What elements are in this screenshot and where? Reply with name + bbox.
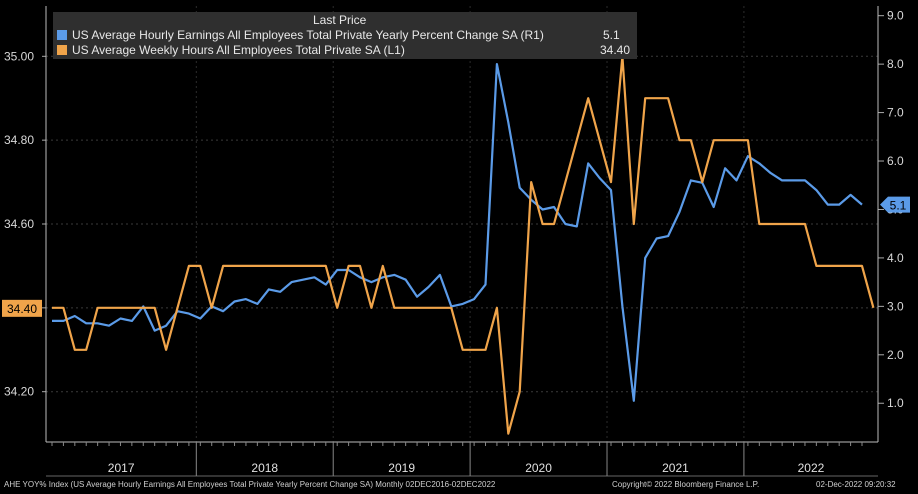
left-value-tag-text: 34.40	[7, 302, 37, 316]
x-year-label: 2021	[662, 461, 689, 475]
legend-label-weekly-hours: US Average Weekly Hours All Employees To…	[72, 43, 381, 57]
legend-value-hourly-earnings: 5.1	[603, 28, 620, 42]
axes: 34.2034.4034.6034.8035.001.02.03.04.05.0…	[4, 6, 904, 477]
right-tick-label: 6.0	[887, 154, 904, 168]
right-tick-label: 7.0	[887, 106, 904, 120]
legend-axis-r1: (R1)	[520, 28, 544, 42]
left-tick-label: 34.20	[4, 385, 34, 399]
footer-security-description: AHE YOY% Index (US Average Hourly Earnin…	[4, 480, 496, 489]
footer-copyright: Copyright© 2022 Bloomberg Finance L.P.	[612, 480, 760, 489]
series-line-hourly-earnings	[52, 62, 863, 402]
x-year-label: 2018	[251, 461, 278, 475]
legend-entry-weekly-hours: US Average Weekly Hours All Employees To…	[57, 43, 630, 57]
legend-swatch-orange	[57, 45, 67, 55]
value-tags: 34.40 5.1	[2, 196, 910, 317]
right-tick-label: 1.0	[887, 396, 904, 410]
series-lines	[52, 55, 875, 435]
right-tick-label: 3.0	[887, 299, 904, 313]
legend-label-hourly-earnings: US Average Hourly Earnings All Employees…	[72, 28, 518, 42]
x-year-label: 2019	[388, 461, 415, 475]
footer-bar: AHE YOY% Index (US Average Hourly Earnin…	[0, 478, 918, 494]
series-line-weekly-hours	[52, 55, 875, 435]
legend-entry-hourly-earnings: US Average Hourly Earnings All Employees…	[57, 28, 620, 42]
chart-canvas: 34.2034.4034.6034.8035.001.02.03.04.05.0…	[2, 6, 910, 477]
left-tick-label: 34.80	[4, 133, 34, 147]
x-year-label: 2017	[108, 461, 135, 475]
right-value-tag-text: 5.1	[890, 199, 907, 213]
legend-swatch-blue	[57, 30, 67, 40]
right-value-tag	[880, 196, 910, 213]
right-tick-label: 8.0	[887, 57, 904, 71]
x-year-label: 2020	[525, 461, 552, 475]
x-year-label: 2022	[798, 461, 825, 475]
legend-axis-l1: (L1)	[383, 43, 405, 57]
right-tick-label: 9.0	[887, 9, 904, 23]
left-value-tag	[2, 299, 42, 317]
right-tick-label: 2.0	[887, 348, 904, 362]
footer-timestamp: 02-Dec-2022 09:20:32	[816, 480, 896, 489]
legend-value-weekly-hours: 34.40	[600, 43, 631, 57]
legend-title: Last Price	[313, 13, 367, 27]
right-tick-label: 4.0	[887, 251, 904, 265]
gridlines	[46, 6, 878, 442]
legend: Last Price US Average Hourly Earnings Al…	[53, 12, 637, 59]
left-tick-label: 35.00	[4, 49, 34, 63]
left-tick-label: 34.60	[4, 217, 34, 231]
